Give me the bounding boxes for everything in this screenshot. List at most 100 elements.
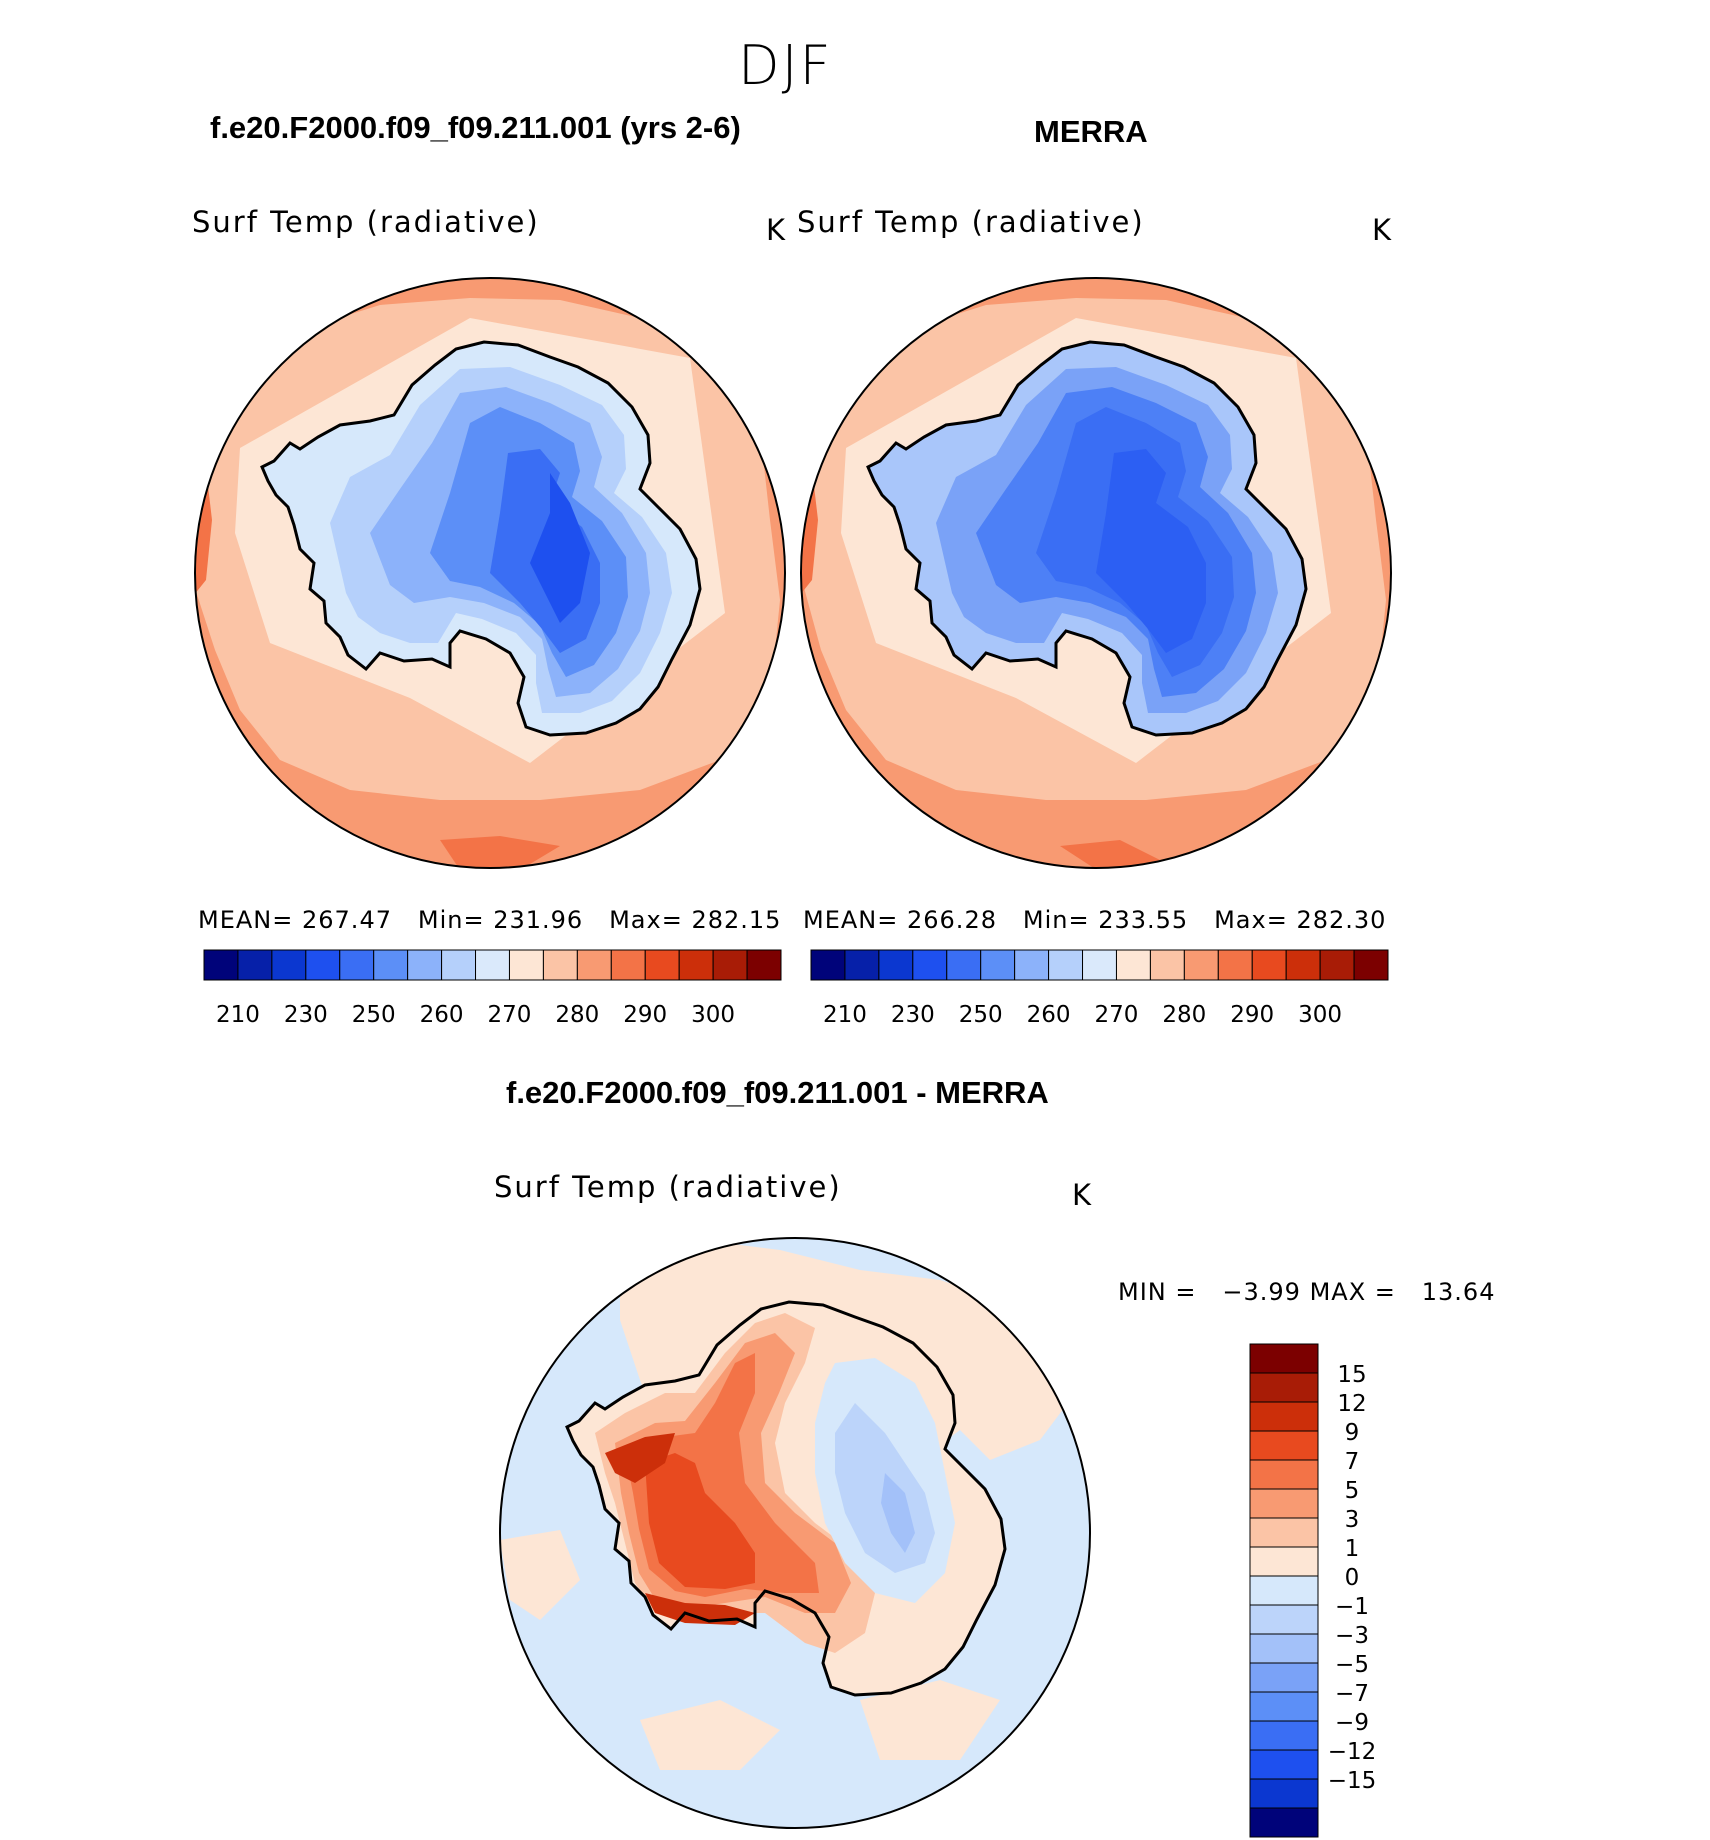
colorbar-swatch — [610, 949, 646, 981]
colorbar-tick-label: −15 — [1328, 1768, 1377, 1794]
map-model — [195, 278, 785, 868]
colorbar-tick-label: 290 — [623, 1002, 667, 1028]
colorbar-tick-label: 1 — [1345, 1536, 1360, 1562]
colorbar-swatch — [1249, 1459, 1319, 1490]
colorbar-swatch — [203, 949, 239, 981]
stats-difference: MIN = −3.99 MAX = 13.64 — [1118, 1278, 1495, 1306]
colorbar-swatch — [441, 949, 477, 981]
colorbar-swatch — [1251, 949, 1287, 981]
colorbar-swatch — [1249, 1372, 1319, 1403]
max-label: Max= — [609, 906, 683, 934]
colorbar-swatch — [844, 949, 880, 981]
colorbar-swatch — [1149, 949, 1185, 981]
colorbar-swatch — [1249, 1575, 1319, 1606]
max-label: Max= — [1214, 906, 1288, 934]
colorbar-tick-label: 280 — [555, 1002, 599, 1028]
colorbar-tick-label: 5 — [1345, 1478, 1360, 1504]
colorbar-tick-label: −9 — [1335, 1710, 1369, 1736]
colorbar-swatch — [746, 949, 782, 981]
panel-title-merra: MERRA — [1034, 114, 1148, 149]
colorbar-tick-label: 250 — [352, 1002, 396, 1028]
mean-label: MEAN= — [803, 906, 899, 934]
colorbar-swatch — [1319, 949, 1355, 981]
colorbar-swatch — [644, 949, 680, 981]
colorbar-tick-label: 210 — [823, 1002, 867, 1028]
colorbar-swatch — [878, 949, 914, 981]
colorbar-swatch — [339, 949, 375, 981]
max-value: 13.64 — [1421, 1278, 1496, 1306]
colorbar-swatch — [1249, 1488, 1319, 1519]
colorbar-swatch — [980, 949, 1016, 981]
colorbar-swatch — [1082, 949, 1117, 981]
colorbar-swatch — [712, 949, 748, 981]
colorbar-swatch — [373, 949, 409, 981]
colorbar-swatch — [810, 949, 846, 981]
colorbar-swatch — [1048, 949, 1084, 981]
colorbar-swatch — [271, 949, 307, 981]
colorbar-swatch — [1249, 1662, 1319, 1693]
colorbar-tick-label: 250 — [959, 1002, 1003, 1028]
colorbar-tick-label: 290 — [1230, 1002, 1274, 1028]
colorbar-swatch — [475, 949, 510, 981]
colorbar-difference: 15 12 9 7 5 3 1 0 −1 −3 −5 −7 −9 −12 −15 — [1249, 1343, 1377, 1838]
colorbar-swatch — [1183, 949, 1219, 981]
colorbar-swatch — [1249, 1633, 1319, 1664]
mean-value: 266.28 — [907, 906, 997, 934]
colorbar-tick-label: 0 — [1345, 1565, 1360, 1591]
mean-value: 267.47 — [302, 906, 392, 934]
colorbar-swatch — [1217, 949, 1253, 981]
colorbar-tick-label: −1 — [1335, 1594, 1369, 1620]
colorbar-swatch — [1249, 1778, 1319, 1809]
min-value: −3.99 — [1222, 1278, 1301, 1306]
colorbar-swatch — [946, 949, 982, 981]
colorbar-tick-label: 7 — [1345, 1449, 1360, 1475]
map-difference — [500, 1238, 1090, 1828]
colorbar-tick-label: 260 — [420, 1002, 464, 1028]
season-title: DJF — [738, 34, 833, 97]
min-label: Min= — [417, 906, 485, 934]
panel-title-model: f.e20.F2000.f09_f09.211.001 (yrs 2-6) — [210, 110, 741, 145]
colorbar-tick-label: 230 — [284, 1002, 328, 1028]
colorbar-swatch — [1249, 1546, 1319, 1577]
colorbar-tick-label: 280 — [1162, 1002, 1206, 1028]
stats-merra: MEAN= 266.28 Min= 233.55 Max= 282.30 — [803, 906, 1386, 934]
colorbar-swatch — [1249, 1720, 1319, 1751]
colorbar-swatch — [576, 949, 612, 981]
colorbar-swatch — [1249, 1604, 1319, 1635]
colorbar-swatch — [237, 949, 273, 981]
colorbar-tick-label: 270 — [1095, 1002, 1139, 1028]
colorbar-tick-label: −3 — [1335, 1623, 1369, 1649]
colorbar-swatch — [1014, 949, 1050, 981]
colorbar-swatch — [1249, 1401, 1319, 1432]
colorbar-tick-label: 9 — [1345, 1420, 1360, 1446]
min-label: MIN = — [1118, 1278, 1197, 1306]
colorbar-tick-label: −5 — [1335, 1652, 1369, 1678]
min-value: 233.55 — [1098, 906, 1189, 934]
min-label: Min= — [1022, 906, 1090, 934]
variable-label-model: Surf Temp (radiative) — [192, 205, 540, 239]
colorbar-swatch — [1249, 1430, 1319, 1461]
colorbar-tick-label: 300 — [691, 1002, 735, 1028]
colorbar-swatch — [1249, 1343, 1319, 1374]
map-merra — [801, 278, 1391, 868]
colorbar-tick-label: 230 — [891, 1002, 935, 1028]
min-value: 231.96 — [493, 906, 584, 934]
colorbar-swatch — [1353, 949, 1389, 981]
mean-label: MEAN= — [198, 906, 294, 934]
colorbar-tick-label: −12 — [1328, 1739, 1377, 1765]
colorbar-tick-label: 260 — [1027, 1002, 1071, 1028]
colorbar-swatch — [407, 949, 443, 981]
colorbar-tick-label: 12 — [1337, 1391, 1366, 1417]
colorbar-swatch — [508, 949, 544, 981]
colorbar-swatch — [678, 949, 714, 981]
colorbar-swatch — [1249, 1517, 1319, 1548]
max-label: MAX = — [1309, 1278, 1396, 1306]
colorbar-merra: 210 230 250 260 270 280 290 300 — [810, 949, 1389, 1028]
variable-label-difference: Surf Temp (radiative) — [494, 1170, 842, 1204]
max-value: 282.15 — [691, 906, 782, 934]
colorbar-swatch — [912, 949, 948, 981]
colorbar-swatch — [542, 949, 578, 981]
colorbar-swatch — [1285, 949, 1321, 981]
colorbar-tick-label: 270 — [488, 1002, 532, 1028]
